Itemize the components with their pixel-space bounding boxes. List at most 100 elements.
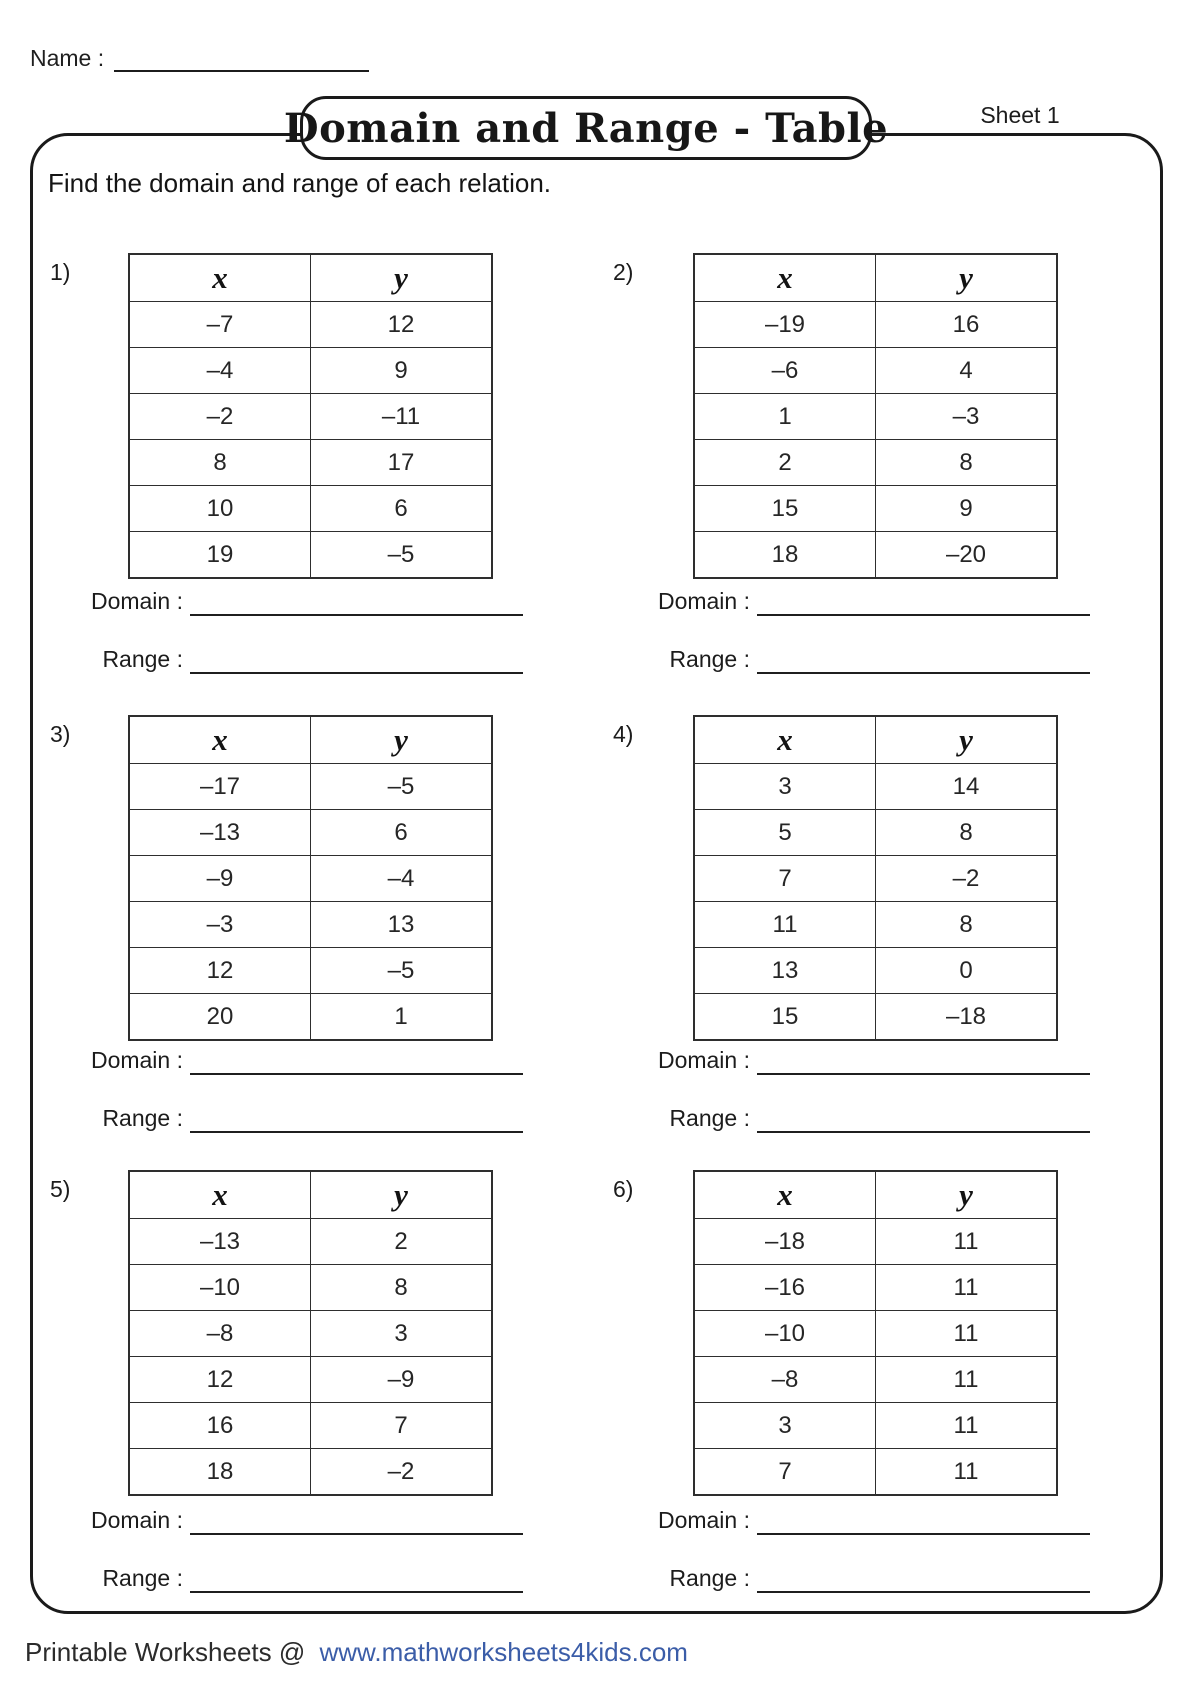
x-value: 7	[693, 855, 876, 902]
range-answer-2: Range :	[625, 642, 1090, 674]
x-value: 1	[693, 393, 876, 440]
table-row: 20 1	[128, 993, 493, 1041]
domain-answer-6: Domain :	[625, 1503, 1090, 1535]
relation-table-1: x y –7 12 –4 9 –2 –11 8 17 10 6 19 –5	[128, 253, 493, 579]
domain-answer-2: Domain :	[625, 584, 1090, 616]
table-row: 19 –5	[128, 531, 493, 579]
x-value: –2	[128, 393, 311, 440]
table-row: –10 11	[693, 1310, 1058, 1357]
y-value: 8	[875, 809, 1058, 856]
table-row: 3 14	[693, 763, 1058, 810]
x-value: 15	[693, 993, 876, 1041]
table-row: 15 9	[693, 485, 1058, 532]
y-value: –5	[310, 763, 493, 810]
range-answer-line[interactable]	[757, 1101, 1090, 1133]
y-value: 0	[875, 947, 1058, 994]
table-row: –13 6	[128, 809, 493, 856]
domain-answer-line[interactable]	[190, 584, 523, 616]
domain-answer-line[interactable]	[757, 1503, 1090, 1535]
table-row: 13 0	[693, 947, 1058, 994]
y-value: –5	[310, 531, 493, 579]
range-answer-1: Range :	[58, 642, 523, 674]
col-header-x: x	[128, 715, 311, 764]
x-value: –4	[128, 347, 311, 394]
y-value: 7	[310, 1402, 493, 1449]
table-row: 10 6	[128, 485, 493, 532]
relation-table-3: x y –17 –5 –13 6 –9 –4 –3 13 12 –5 20 1	[128, 715, 493, 1041]
col-header-y: y	[875, 1170, 1058, 1219]
x-value: –9	[128, 855, 311, 902]
x-value: 16	[128, 1402, 311, 1449]
domain-answer-line[interactable]	[190, 1503, 523, 1535]
range-answer-line[interactable]	[757, 642, 1090, 674]
sheet-number-label: Sheet 1	[980, 102, 1060, 128]
range-answer-line[interactable]	[757, 1561, 1090, 1593]
table-row: –4 9	[128, 347, 493, 394]
table-row: –7 12	[128, 301, 493, 348]
question-number-5: 5)	[50, 1176, 71, 1202]
y-value: –2	[875, 855, 1058, 902]
domain-label: Domain :	[657, 1507, 750, 1533]
range-answer-line[interactable]	[190, 1101, 523, 1133]
domain-answer-line[interactable]	[757, 1043, 1090, 1075]
y-value: –2	[310, 1448, 493, 1496]
domain-label: Domain :	[90, 1047, 183, 1073]
x-value: 11	[693, 901, 876, 948]
table-row: 7 11	[693, 1448, 1058, 1496]
y-value: 12	[310, 301, 493, 348]
y-value: 14	[875, 763, 1058, 810]
x-value: 8	[128, 439, 311, 486]
question-number-2: 2)	[613, 259, 634, 285]
domain-answer-4: Domain :	[625, 1043, 1090, 1075]
range-answer-line[interactable]	[190, 642, 523, 674]
x-value: –18	[693, 1218, 876, 1265]
name-label: Name :	[30, 45, 105, 71]
col-header-x: x	[128, 253, 311, 302]
x-value: 3	[693, 763, 876, 810]
y-value: –11	[310, 393, 493, 440]
page-title: Domain and Range - Table	[283, 104, 889, 152]
relation-table-5: x y –13 2 –10 8 –8 3 12 –9 16 7 18 –2	[128, 1170, 493, 1496]
x-value: 10	[128, 485, 311, 532]
col-header-y: y	[310, 715, 493, 764]
x-value: 20	[128, 993, 311, 1041]
col-header-x: x	[693, 1170, 876, 1219]
domain-answer-line[interactable]	[190, 1043, 523, 1075]
footer-link[interactable]: www.mathworksheets4kids.com	[319, 1637, 688, 1667]
y-value: 3	[310, 1310, 493, 1357]
y-value: 17	[310, 439, 493, 486]
table-row: 18 –20	[693, 531, 1058, 579]
x-value: 18	[693, 531, 876, 579]
range-answer-4: Range :	[625, 1101, 1090, 1133]
domain-answer-line[interactable]	[757, 584, 1090, 616]
x-value: 5	[693, 809, 876, 856]
x-value: 13	[693, 947, 876, 994]
y-value: 1	[310, 993, 493, 1041]
x-value: 19	[128, 531, 311, 579]
y-value: 13	[310, 901, 493, 948]
x-value: –10	[128, 1264, 311, 1311]
table-row: 7 –2	[693, 855, 1058, 902]
y-value: –5	[310, 947, 493, 994]
x-value: –13	[128, 1218, 311, 1265]
table-row: –17 –5	[128, 763, 493, 810]
x-value: –17	[128, 763, 311, 810]
range-label: Range :	[669, 1565, 750, 1591]
range-answer-6: Range :	[625, 1561, 1090, 1593]
x-value: 3	[693, 1402, 876, 1449]
table-row: 11 8	[693, 901, 1058, 948]
y-value: 9	[310, 347, 493, 394]
x-value: 2	[693, 439, 876, 486]
table-row: –8 3	[128, 1310, 493, 1357]
y-value: 9	[875, 485, 1058, 532]
range-label: Range :	[102, 1565, 183, 1591]
range-answer-line[interactable]	[190, 1561, 523, 1593]
y-value: 11	[875, 1356, 1058, 1403]
x-value: –6	[693, 347, 876, 394]
domain-label: Domain :	[90, 1507, 183, 1533]
name-row: Name :	[30, 40, 370, 72]
y-value: 11	[875, 1218, 1058, 1265]
name-answer-line[interactable]	[114, 40, 370, 72]
